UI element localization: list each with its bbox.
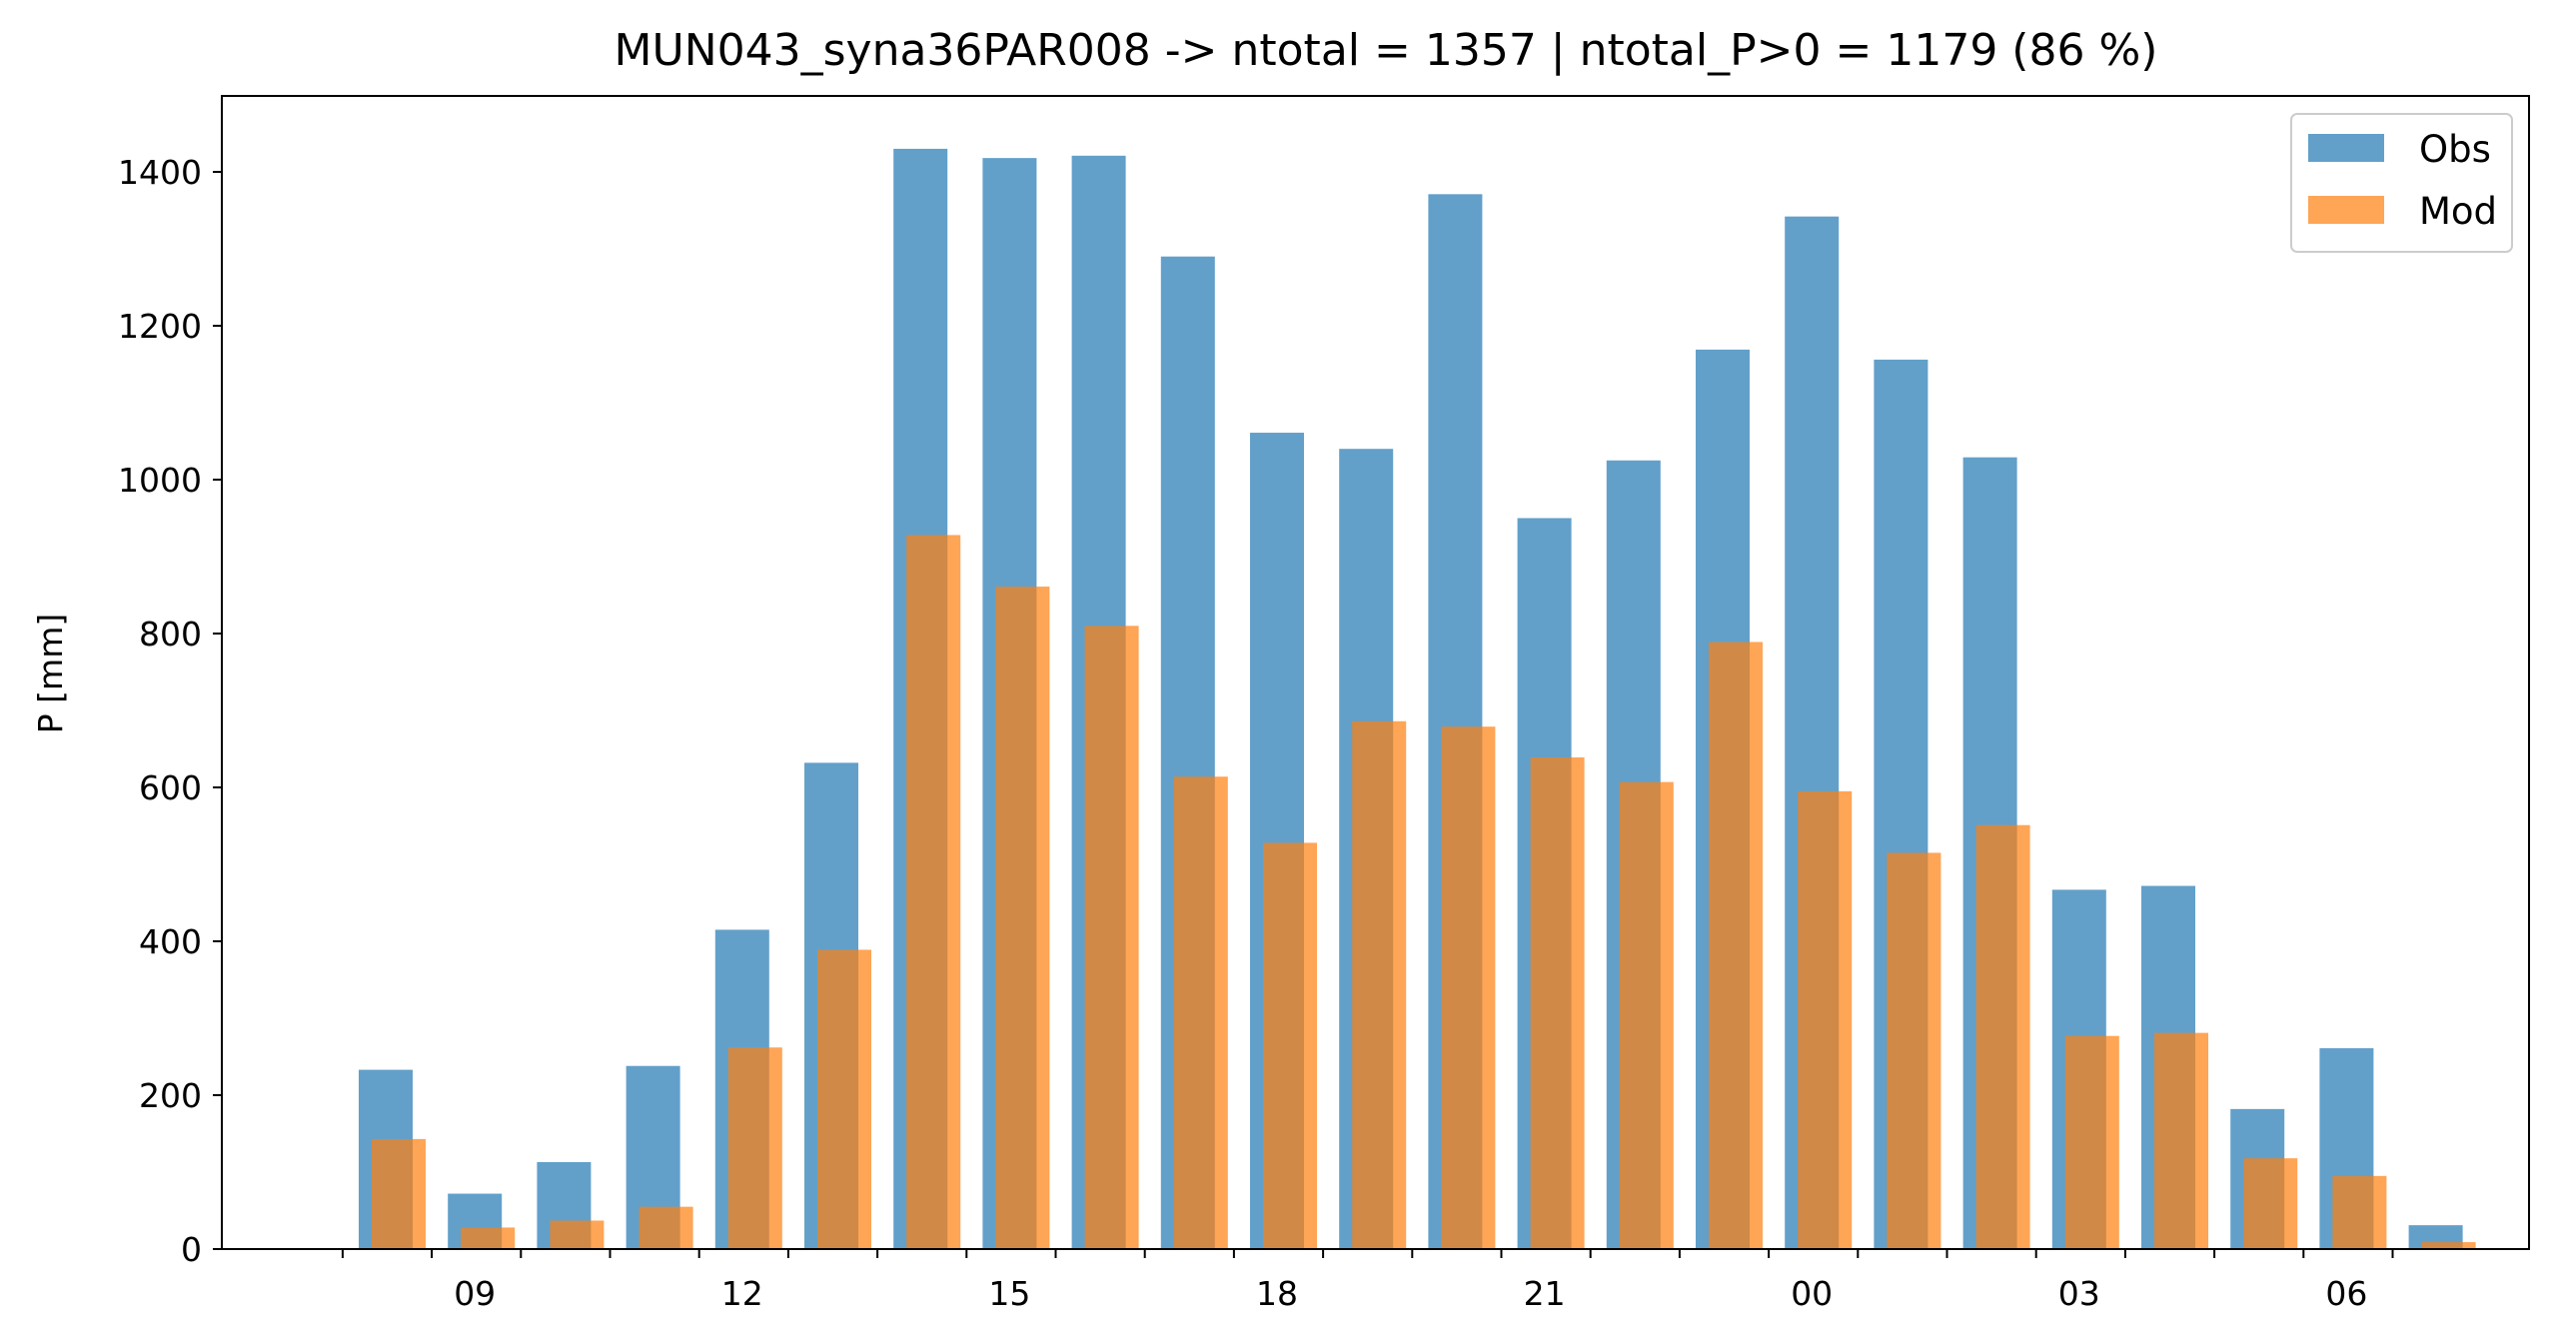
bar-mod-21 xyxy=(1530,756,1585,1249)
y-tick-label: 800 xyxy=(139,615,202,654)
bar-mod-01 xyxy=(1887,852,1941,1249)
bar-mod-19 xyxy=(1352,720,1407,1249)
bars-layer xyxy=(359,148,2476,1250)
y-tick-label: 600 xyxy=(139,768,202,807)
y-tick-label: 400 xyxy=(139,922,202,961)
bar-mod-08 xyxy=(372,1138,426,1249)
legend-label-mod: Mod xyxy=(2419,190,2497,233)
x-tick-label: 03 xyxy=(2058,1274,2100,1313)
x-tick-label: 15 xyxy=(988,1274,1030,1313)
bar-mod-14 xyxy=(906,535,961,1249)
bar-mod-16 xyxy=(1084,626,1139,1249)
y-tick-label: 1200 xyxy=(118,307,202,346)
x-axis: 09 12 15 18 21 00 03 06 xyxy=(341,1249,2394,1313)
bar-mod-03 xyxy=(2064,1035,2119,1249)
bar-mod-05 xyxy=(2243,1158,2298,1249)
bar-mod-11 xyxy=(639,1206,693,1249)
x-tick-label: 06 xyxy=(2325,1274,2367,1313)
legend: Obs Mod xyxy=(2290,113,2513,253)
y-tick-label: 0 xyxy=(181,1230,202,1269)
bar-mod-07 xyxy=(2421,1242,2476,1249)
x-tick-label: 09 xyxy=(454,1274,496,1313)
x-tick-label: 18 xyxy=(1256,1274,1298,1313)
bar-mod-00 xyxy=(1798,790,1853,1249)
bar-mod-15 xyxy=(995,587,1050,1249)
bar-mod-18 xyxy=(1263,842,1317,1249)
bar-mod-13 xyxy=(817,949,871,1249)
bar-mod-09 xyxy=(461,1227,516,1249)
x-tick-label: 00 xyxy=(1791,1274,1833,1313)
x-tick-label: 12 xyxy=(721,1274,763,1313)
chart-title: MUN043_syna36PAR008 -> ntotal = 1357 | n… xyxy=(615,25,2158,76)
x-tick-label: 21 xyxy=(1524,1274,1566,1313)
bar-mod-20 xyxy=(1441,726,1496,1249)
bar-mod-22 xyxy=(1619,781,1674,1249)
bar-mod-02 xyxy=(1975,824,2030,1249)
bar-mod-12 xyxy=(727,1047,782,1249)
bar-mod-17 xyxy=(1173,776,1228,1249)
legend-swatch-obs xyxy=(2308,134,2384,162)
y-tick-label: 200 xyxy=(139,1076,202,1115)
legend-swatch-mod xyxy=(2308,196,2384,224)
y-axis: 0 200 400 600 800 1000 1200 1400 xyxy=(118,153,222,1269)
bar-mod-10 xyxy=(550,1220,605,1249)
plot-frame xyxy=(221,95,2530,1250)
bar-mod-04 xyxy=(2154,1032,2208,1249)
y-tick-label: 1000 xyxy=(118,461,202,500)
y-axis-label: P [mm] xyxy=(31,614,70,733)
legend-label-obs: Obs xyxy=(2419,128,2491,171)
bar-mod-23 xyxy=(1709,642,1763,1249)
bar-mod-06 xyxy=(2332,1175,2387,1249)
y-tick-label: 1400 xyxy=(118,153,202,192)
